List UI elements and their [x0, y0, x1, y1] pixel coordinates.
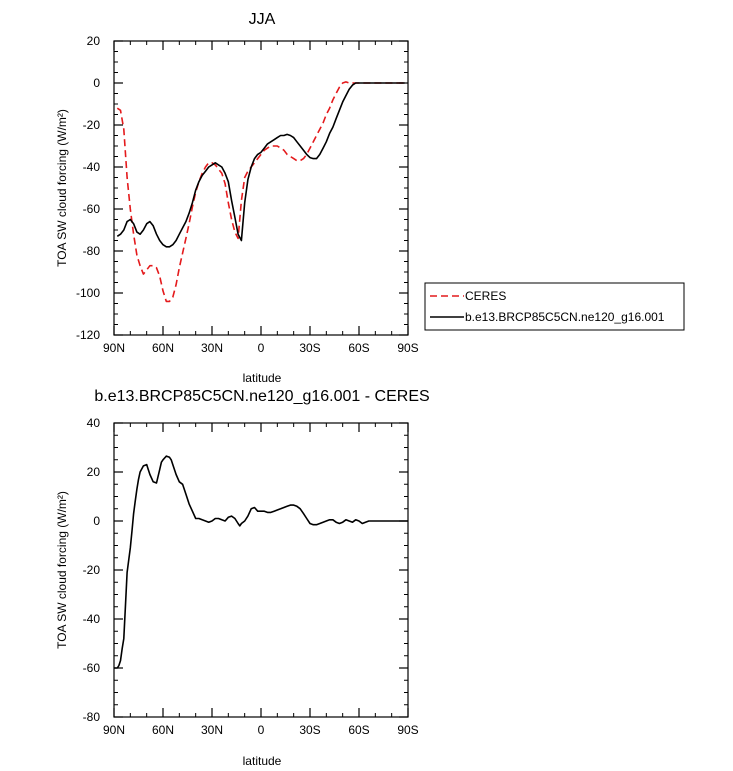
y-tick-label: -100	[76, 286, 100, 300]
y-tick-label: -40	[83, 160, 101, 174]
x-tick-label: 90S	[397, 723, 418, 737]
y-tick-label: -80	[83, 244, 101, 258]
x-tick-label: 90N	[103, 723, 125, 737]
x-tick-label: 60N	[152, 723, 174, 737]
top-y-axis-label: TOA SW cloud forcing (W/m²)	[55, 109, 69, 267]
x-tick-label: 0	[258, 341, 265, 355]
y-tick-label: 20	[87, 465, 101, 479]
legend-label-model: b.e13.BRCP85C5CN.ne120_g16.001	[465, 310, 665, 324]
y-tick-label: -120	[76, 328, 100, 342]
plot-frame	[113, 422, 409, 718]
y-tick-label: -80	[83, 710, 101, 724]
y-tick-label: -60	[83, 661, 101, 675]
legend-box	[424, 282, 685, 331]
bottom-chart-title: b.e13.BRCP85C5CN.ne120_g16.001 - CERES	[94, 388, 429, 405]
y-tick-label: -60	[83, 202, 101, 216]
y-tick-label: -20	[83, 118, 101, 132]
x-tick-label: 30N	[201, 723, 223, 737]
top-x-axis-label: latitude	[243, 371, 282, 385]
bottom-x-axis-label: latitude	[243, 754, 282, 768]
legend: CERES b.e13.BRCP85C5CN.ne120_g16.001	[424, 282, 685, 331]
series-line-difference	[114, 455, 408, 669]
x-tick-label: 60N	[152, 341, 174, 355]
top-plot-area: 90N 60N 30N 0 30S 60S 90S 20 0 -20 -40 -60 -80 -100 -1…	[76, 34, 419, 355]
y-tick-label: 0	[93, 76, 100, 90]
y-tick-label: -20	[83, 563, 101, 577]
x-tick-label: 60S	[348, 341, 369, 355]
x-tick-label: 90N	[103, 341, 125, 355]
x-tick-label: 90S	[397, 341, 418, 355]
y-tick-label: 20	[87, 34, 101, 48]
x-tick-label: 0	[258, 723, 265, 737]
y-tick-label: 0	[93, 514, 100, 528]
plot-frame	[113, 40, 409, 336]
y-tick-label: -40	[83, 612, 101, 626]
legend-label-ceres: CERES	[465, 289, 506, 303]
series-line-ceres	[116, 81, 405, 303]
x-tick-label: 30S	[299, 341, 320, 355]
x-tick-label: 60S	[348, 723, 369, 737]
bottom-plot-area: 90N 60N 30N 0 30S 60S 90S 40 20 0 -20 -40 -60 -80	[83, 416, 419, 737]
y-tick-label: 40	[87, 416, 101, 430]
top-panel: JJA 90N 60N 30N 0 30S 60S 90S 20 0 -20 -40 -60 -80 -1…	[55, 11, 685, 385]
series-line-b-e13-brcp85c5cn-ne120-g16-001	[116, 82, 405, 248]
bottom-panel: b.e13.BRCP85C5CN.ne120_g16.001 - CERES 9…	[55, 388, 430, 768]
top-chart-title: JJA	[249, 11, 276, 28]
x-tick-label: 30N	[201, 341, 223, 355]
x-tick-label: 30S	[299, 723, 320, 737]
bottom-y-axis-label: TOA SW cloud forcing (W/m²)	[55, 491, 69, 649]
